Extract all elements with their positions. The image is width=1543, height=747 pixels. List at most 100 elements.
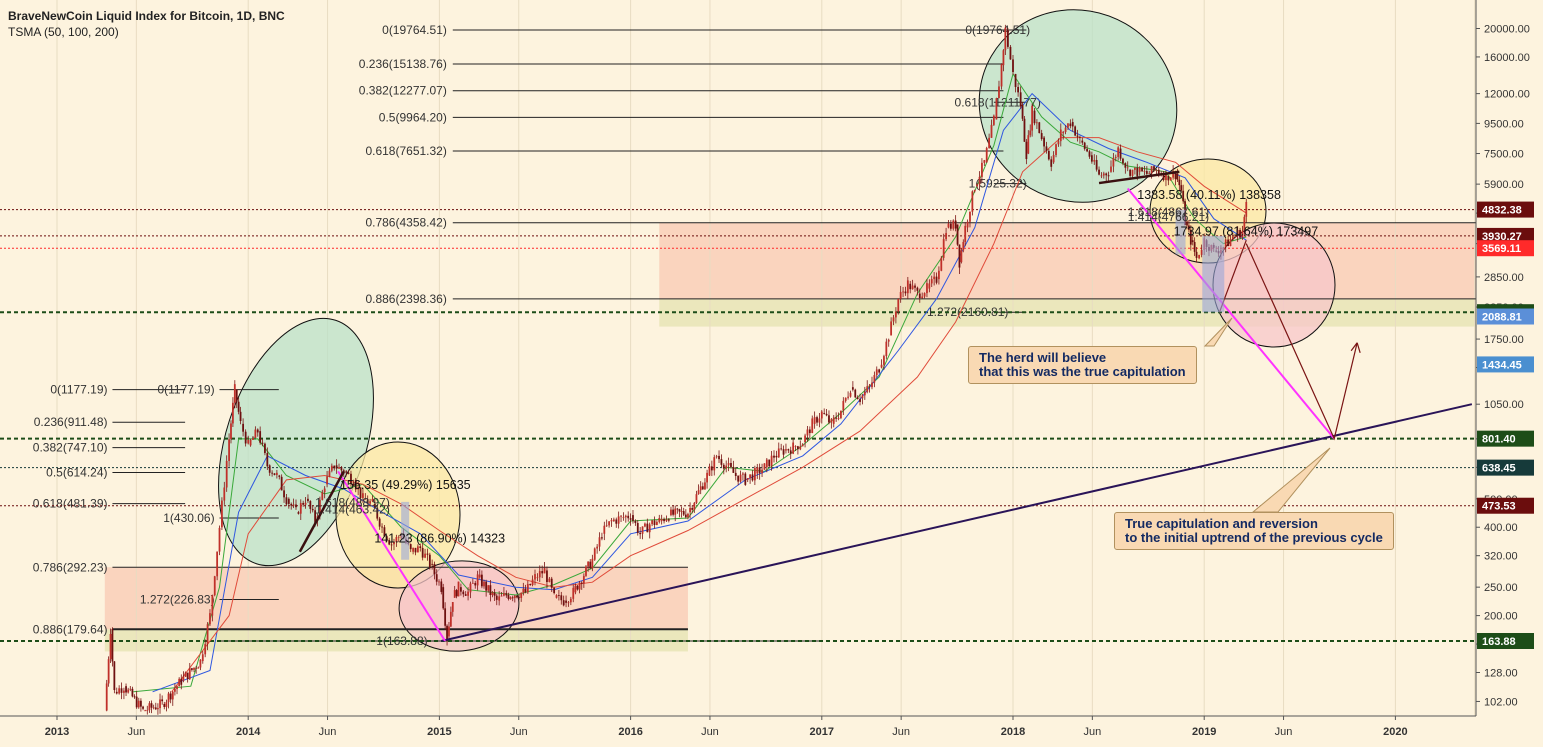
candle-body bbox=[684, 514, 687, 518]
candle-body bbox=[835, 417, 838, 419]
time-tick-label: 2019 bbox=[1192, 726, 1216, 738]
fib-2014-label: 0.886(179.64) bbox=[33, 622, 108, 636]
candle-body bbox=[1119, 148, 1122, 159]
candle-body bbox=[449, 611, 452, 627]
candle-body bbox=[914, 285, 916, 288]
candle-body bbox=[973, 189, 976, 192]
candle-body bbox=[746, 478, 749, 480]
candle-body bbox=[1122, 158, 1124, 164]
candle-body bbox=[945, 233, 947, 240]
price-badge-label: 2088.81 bbox=[1482, 312, 1522, 324]
candle-body bbox=[347, 472, 350, 474]
measure-label: 1734.97 (81.64%) 173497 bbox=[1174, 224, 1319, 238]
candle-body bbox=[813, 417, 816, 424]
candle-body bbox=[1174, 171, 1177, 180]
candle-body bbox=[195, 667, 198, 669]
candle-body bbox=[761, 469, 763, 474]
candle-body bbox=[165, 702, 168, 707]
candle-body bbox=[663, 519, 665, 522]
candle-body bbox=[770, 455, 773, 467]
price-badge bbox=[1477, 497, 1534, 514]
candle-body bbox=[115, 691, 118, 694]
candle-body bbox=[1107, 175, 1110, 177]
candle-body bbox=[1069, 123, 1072, 127]
candle-body bbox=[431, 563, 434, 565]
candle-body bbox=[1067, 123, 1069, 128]
candle-body bbox=[933, 276, 936, 280]
candle-body bbox=[1040, 133, 1043, 140]
candle-body bbox=[280, 476, 283, 491]
candle-body bbox=[713, 457, 716, 471]
candle-body bbox=[634, 520, 637, 524]
candle-body bbox=[330, 465, 333, 471]
measure-label: 156.35 (49.29%) 15635 bbox=[340, 478, 471, 492]
candle-body bbox=[1236, 230, 1239, 236]
candle-body bbox=[292, 504, 295, 506]
candle-body bbox=[359, 487, 362, 498]
candle-body bbox=[1076, 135, 1079, 137]
candle-body bbox=[942, 239, 945, 258]
candle-body bbox=[299, 502, 302, 514]
candle-body bbox=[952, 220, 955, 229]
candle-body bbox=[395, 537, 398, 543]
candle-body bbox=[333, 465, 336, 469]
candle-body bbox=[985, 148, 988, 163]
candle-body bbox=[1155, 169, 1158, 171]
candle-body bbox=[1093, 159, 1096, 162]
candle-body bbox=[823, 412, 826, 414]
candle-body bbox=[373, 503, 376, 508]
candle-body bbox=[897, 298, 900, 312]
candle-body bbox=[261, 442, 264, 444]
candle-body bbox=[388, 539, 391, 545]
candle-body bbox=[958, 244, 961, 268]
candle-body bbox=[799, 446, 802, 450]
candle-body bbox=[691, 507, 694, 510]
candle-body bbox=[737, 475, 740, 482]
candle-body bbox=[801, 444, 804, 447]
ma-line-ma100 bbox=[152, 92, 1247, 693]
candle-body bbox=[1180, 185, 1183, 191]
candle-body bbox=[133, 696, 136, 698]
candle-body bbox=[676, 508, 679, 510]
fib-2018-label: 0.236(15138.76) bbox=[359, 57, 447, 71]
candle-body bbox=[992, 115, 995, 125]
candle-body bbox=[321, 492, 324, 500]
candle-body bbox=[636, 523, 639, 533]
candle-body bbox=[541, 571, 544, 574]
candle-body bbox=[206, 624, 209, 645]
candles bbox=[105, 24, 1248, 715]
price-tick-label: 20000.00 bbox=[1484, 23, 1530, 35]
candle-body bbox=[1165, 172, 1167, 181]
candle-body bbox=[371, 498, 374, 502]
candle-body bbox=[695, 494, 698, 503]
candle-body bbox=[191, 668, 193, 670]
candle-body bbox=[678, 509, 681, 512]
candle-body bbox=[125, 686, 127, 693]
candle-body bbox=[751, 474, 754, 481]
candle-body bbox=[448, 626, 450, 637]
candle-body bbox=[808, 429, 811, 434]
candle-body bbox=[1090, 155, 1093, 162]
fib-2014-label: 0.5(614.24) bbox=[46, 466, 107, 480]
candle-body bbox=[278, 475, 281, 477]
candle-body bbox=[674, 508, 677, 515]
candle-body bbox=[304, 502, 307, 505]
candle-body bbox=[1004, 27, 1007, 51]
candle-body bbox=[328, 470, 331, 477]
candle-body bbox=[916, 287, 919, 291]
candle-body bbox=[522, 588, 525, 593]
candle-body bbox=[1245, 201, 1248, 217]
candle-body bbox=[1062, 131, 1065, 134]
candle-body bbox=[739, 474, 742, 482]
candle-body bbox=[242, 423, 245, 432]
candle-body bbox=[507, 595, 510, 599]
zone-2018-pink bbox=[659, 222, 1476, 299]
candle-body bbox=[397, 536, 400, 538]
candle-body bbox=[193, 667, 195, 670]
candle-body bbox=[873, 375, 876, 383]
candle-body bbox=[660, 519, 663, 522]
candle-body bbox=[720, 459, 723, 465]
candle-body bbox=[591, 558, 594, 569]
candle-body bbox=[120, 688, 123, 693]
